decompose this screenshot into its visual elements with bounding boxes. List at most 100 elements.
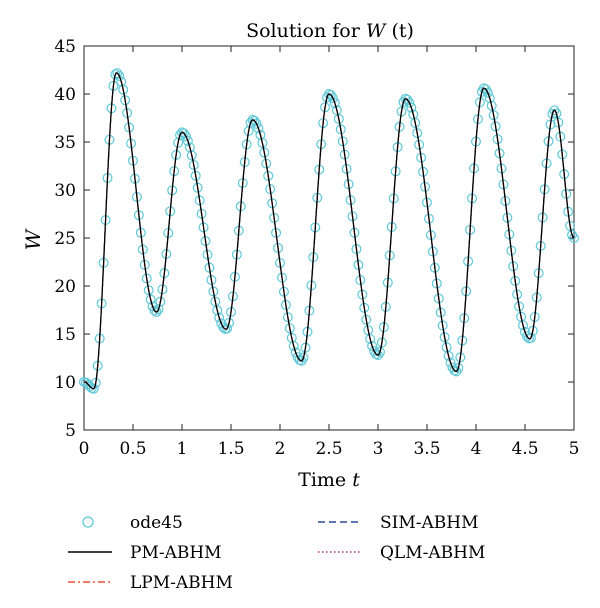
ode45-marker <box>120 95 131 106</box>
ode45-marker <box>567 229 578 240</box>
ode45-marker <box>149 305 160 316</box>
x-axis-label-var: t <box>352 469 360 491</box>
y-tick-label: 30 <box>54 181 76 201</box>
ode45-marker <box>284 323 295 334</box>
ode45-marker <box>88 383 99 394</box>
ode45-marker <box>333 113 344 124</box>
x-tick-label: 2.5 <box>315 439 342 459</box>
legend-entry-sim-abhm: SIM-ABHM <box>318 513 479 533</box>
axis-ticks: 0 0.5 1 1.5 2 2.5 3 3.5 4 4.5 5 5 10 15 20 25 30 35 40 45 <box>54 37 579 459</box>
ode45-marker <box>512 289 523 300</box>
legend-label: SIM-ABHM <box>380 513 479 533</box>
ode45-marker <box>327 93 338 104</box>
ode45-marker <box>412 128 423 139</box>
legend: ode45 PM-ABHM LPM-ABHM SIM-ABHM QLM-ABHM <box>68 513 485 593</box>
ode45-marker <box>329 98 340 109</box>
series-line-qlm-abhm <box>83 72 575 390</box>
ode45-marker <box>298 352 309 363</box>
ode45-marker <box>112 68 123 79</box>
ode45-marker <box>568 233 579 244</box>
ode45-marker <box>410 117 421 128</box>
ode45-marker <box>490 121 501 132</box>
y-tick-label: 40 <box>54 85 76 105</box>
x-axis-label: Time t <box>298 469 360 491</box>
ode45-marker <box>178 128 189 139</box>
x-tick-label: 4 <box>471 439 482 459</box>
ode45-marker <box>484 93 495 104</box>
ode45-marker <box>565 220 576 231</box>
ode45-marker <box>259 147 270 158</box>
y-tick-label: 15 <box>54 325 76 345</box>
ode45-marker <box>404 97 415 108</box>
y-tick-label: 45 <box>54 37 76 57</box>
y-axis-label: W <box>21 228 45 250</box>
ode45-marker <box>182 135 193 146</box>
series-line-sim-abhm <box>83 72 575 390</box>
ode45-marker <box>337 136 348 147</box>
ode45-marker <box>249 115 260 126</box>
ode45-marker <box>222 323 233 334</box>
ode45-marker <box>518 320 529 331</box>
x-tick-label: 3 <box>373 439 384 459</box>
series-line-pm-abhm <box>83 72 575 390</box>
y-tick-label: 35 <box>54 133 76 153</box>
ode45-marker <box>257 137 268 148</box>
y-tick-label: 5 <box>65 421 76 441</box>
plot-area <box>83 45 575 431</box>
chart-title-prefix: Solution for <box>246 20 366 42</box>
ode45-marker <box>151 306 162 317</box>
ode45-marker <box>280 299 291 310</box>
ode45-marker <box>282 312 293 323</box>
series-ode45 <box>78 68 579 394</box>
ode45-marker <box>261 158 272 169</box>
chart-title: Solution for W (t) <box>246 20 414 42</box>
ode45-marker <box>118 84 129 95</box>
ode45-marker <box>527 325 538 336</box>
x-tick-label: 3.5 <box>413 439 440 459</box>
ode45-marker <box>173 137 184 148</box>
ode45-marker <box>190 170 201 181</box>
ode45-marker <box>145 294 156 305</box>
ode45-marker <box>445 357 456 368</box>
ode45-marker <box>488 110 499 121</box>
ode45-marker <box>325 90 336 101</box>
ode45-marker <box>443 350 454 361</box>
ode45-marker <box>155 296 166 307</box>
x-tick-label: 1.5 <box>217 439 244 459</box>
ode45-marker <box>335 124 346 135</box>
legend-label: ode45 <box>130 513 183 533</box>
legend-entry-ode45: ode45 <box>82 513 183 533</box>
legend-entry-lpm-abhm: LPM-ABHM <box>68 573 233 593</box>
y-tick-label: 25 <box>54 229 76 249</box>
ode45-marker <box>514 301 525 312</box>
ode45-marker <box>141 273 152 284</box>
ode45-marker <box>192 182 203 193</box>
y-tick-label: 20 <box>54 277 76 297</box>
ode45-marker <box>406 102 417 113</box>
legend-label: LPM-ABHM <box>130 573 233 593</box>
ode45-marker <box>186 150 197 161</box>
ode45-marker <box>525 332 536 343</box>
ode45-marker <box>290 347 301 358</box>
ode45-marker <box>224 317 235 328</box>
ode45-marker <box>365 333 376 344</box>
ode45-marker <box>361 314 372 325</box>
ode45-marker <box>374 346 385 357</box>
ode45-marker <box>553 117 564 128</box>
chart-title-suffix: (t) <box>385 20 414 42</box>
legend-entry-qlm-abhm: QLM-ABHM <box>318 543 485 563</box>
ode45-marker <box>180 131 191 142</box>
ode45-marker <box>204 262 215 273</box>
ode45-marker <box>208 286 219 297</box>
legend-entry-pm-abhm: PM-ABHM <box>68 543 222 563</box>
ode45-marker <box>482 87 493 98</box>
x-tick-label: 1 <box>177 439 188 459</box>
x-tick-label: 0 <box>79 439 90 459</box>
ode45-marker <box>188 159 199 170</box>
x-tick-label: 5 <box>569 439 580 459</box>
ode45-marker <box>402 94 413 105</box>
chart-title-var: W <box>366 20 387 42</box>
ode45-marker <box>143 285 154 296</box>
series-layer <box>78 68 579 394</box>
